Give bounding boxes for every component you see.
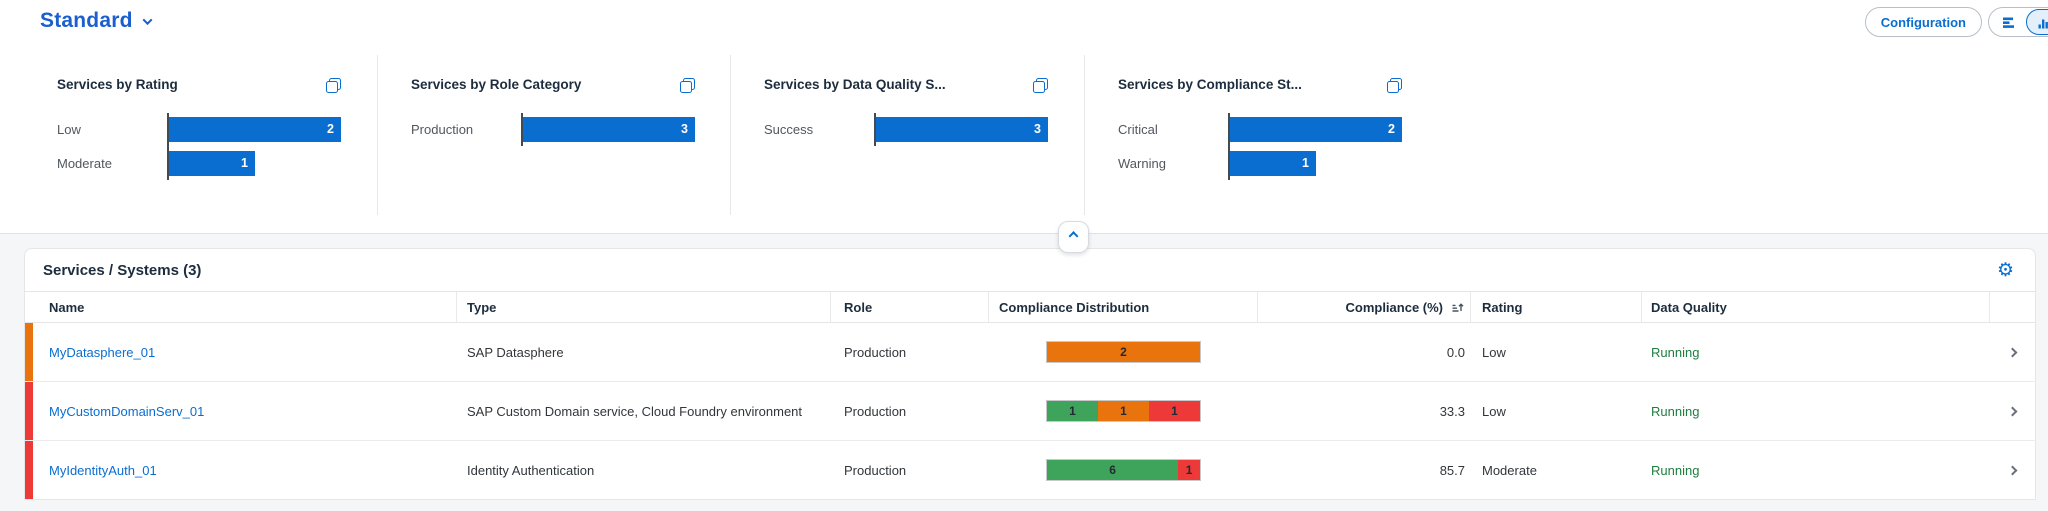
service-role: Production [844, 403, 907, 419]
category-label: Success [764, 122, 814, 137]
row-status-indicator [25, 382, 33, 440]
view-selector[interactable]: Standard [40, 9, 153, 33]
copy-icon[interactable] [1033, 78, 1048, 93]
compliance-distribution-bar: 6 1 [1046, 459, 1201, 481]
page-title: Standard [40, 9, 133, 32]
card-title: Services by Compliance St... [1118, 77, 1302, 92]
column-header-compliance-distribution[interactable]: Compliance Distribution [989, 292, 1258, 322]
row-navigation-chevron[interactable] [2007, 406, 2018, 416]
compliance-distribution-bar: 1 1 1 [1046, 400, 1201, 422]
distribution-segment: 1 [1149, 401, 1200, 421]
table-row[interactable]: MyCustomDomainServ_01 SAP Custom Domain … [25, 382, 2035, 441]
distribution-segment: 1 [1047, 401, 1098, 421]
list-view-button[interactable] [1990, 9, 2026, 35]
section-divider [0, 233, 2048, 234]
copy-icon[interactable] [326, 78, 341, 93]
bar-chart: Success 3 [764, 113, 1048, 146]
distribution-segment: 6 [1047, 460, 1179, 480]
service-role: Production [844, 462, 907, 478]
row-status-indicator [25, 323, 33, 381]
service-name-link[interactable]: MyDatasphere_01 [49, 344, 156, 360]
bar: 3 [876, 117, 1048, 142]
services-by-rating-card: Services by Rating Low Moderate 2 1 [24, 55, 378, 215]
bar: 3 [523, 117, 695, 142]
chevron-down-icon [142, 14, 153, 25]
copy-icon[interactable] [1387, 78, 1402, 93]
table-settings-button[interactable]: ⚙ [1997, 261, 2014, 280]
service-name-link[interactable]: MyIdentityAuth_01 [49, 462, 157, 478]
card-title: Services by Data Quality S... [764, 77, 946, 92]
card-title: Services by Role Category [411, 77, 582, 92]
row-status-indicator [25, 441, 33, 499]
compliance-distribution-bar: 2 [1046, 341, 1201, 363]
card-title: Services by Rating [57, 77, 178, 92]
service-type: SAP Datasphere [467, 344, 564, 360]
configuration-button[interactable]: Configuration [1864, 7, 1982, 37]
category-label: Low [57, 122, 81, 137]
data-quality-status: Running [1651, 344, 1700, 360]
compliance-percent: 0.0 [1446, 344, 1465, 360]
services-by-data-quality-card: Services by Data Quality S... Success 3 [731, 55, 1085, 215]
bar: 2 [1230, 117, 1402, 142]
bar-chart-horizontal-icon [2002, 17, 2014, 28]
category-label: Critical [1118, 122, 1158, 137]
services-by-role-category-card: Services by Role Category Production 3 [378, 55, 731, 215]
collapse-cards-button[interactable] [1058, 221, 1089, 253]
category-label: Moderate [57, 156, 112, 171]
row-navigation-chevron[interactable] [2007, 347, 2018, 357]
service-rating: Low [1482, 403, 1506, 419]
bar-chart: Production 3 [411, 113, 695, 146]
column-header-data-quality[interactable]: Data Quality [1642, 292, 1990, 322]
top-bar: Standard Configuration [0, 0, 2048, 46]
column-header-type[interactable]: Type [457, 292, 831, 322]
service-role: Production [844, 344, 907, 360]
compliance-percent: 85.7 [1439, 462, 1465, 478]
chart-view-button[interactable] [2026, 9, 2048, 35]
kpi-cards-strip: Services by Rating Low Moderate 2 1 [0, 55, 1505, 215]
sort-ascending-icon [1450, 300, 1464, 314]
distribution-segment: 1 [1178, 460, 1200, 480]
bar-chart-vertical-icon [2038, 19, 2048, 28]
bar: 2 [169, 117, 341, 142]
service-type: Identity Authentication [467, 462, 595, 478]
gear-icon: ⚙ [1996, 259, 2014, 281]
table-row[interactable]: MyDatasphere_01 SAP Datasphere Productio… [25, 323, 2035, 382]
bar: 1 [169, 151, 255, 176]
column-header-role[interactable]: Role [831, 292, 989, 322]
bar-chart: Critical Warning 2 1 [1118, 113, 1402, 180]
service-rating: Low [1482, 344, 1506, 360]
view-toggle-group [1988, 7, 2048, 37]
services-by-compliance-card: Services by Compliance St... Critical Wa… [1085, 55, 1505, 215]
table-title: Services / Systems (3) [43, 261, 202, 279]
service-type: SAP Custom Domain service, Cloud Foundry… [467, 403, 803, 419]
category-label: Production [411, 122, 474, 137]
table-row[interactable]: MyIdentityAuth_01 Identity Authenticatio… [25, 441, 2035, 499]
distribution-segment: 2 [1047, 342, 1200, 362]
chevron-up-icon [1068, 230, 1079, 241]
column-header-name[interactable]: Name [33, 292, 457, 322]
bar: 1 [1230, 151, 1316, 176]
bar-chart: Low Moderate 2 1 [57, 113, 341, 180]
column-header-compliance-pct[interactable]: Compliance (%) [1258, 292, 1471, 322]
service-name-link[interactable]: MyCustomDomainServ_01 [49, 403, 205, 419]
data-quality-status: Running [1651, 403, 1700, 419]
category-label: Warning [1118, 156, 1166, 171]
table-header-row: Name Type Role Compliance Distribution C… [25, 291, 2035, 323]
copy-icon[interactable] [680, 78, 695, 93]
services-table-card: Services / Systems (3) ⚙ Name Type Role … [24, 248, 2036, 500]
distribution-segment: 1 [1098, 401, 1149, 421]
row-navigation-chevron[interactable] [2007, 465, 2018, 475]
column-header-rating[interactable]: Rating [1471, 292, 1642, 322]
service-rating: Moderate [1482, 462, 1537, 478]
data-quality-status: Running [1651, 462, 1700, 478]
compliance-percent: 33.3 [1439, 403, 1465, 419]
